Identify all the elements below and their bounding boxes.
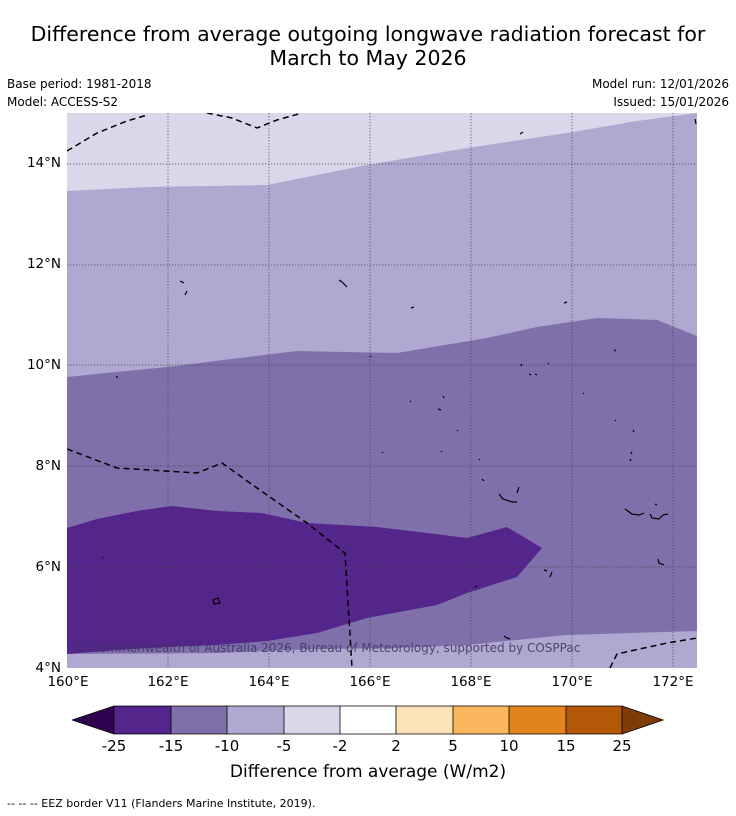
colorbar-tick-15: 15: [556, 737, 576, 755]
colorbar-tick-minus2: -2: [332, 737, 348, 755]
title-line-2: March to May 2026: [269, 46, 467, 70]
colorbar-tick-minus25: -25: [101, 737, 127, 755]
lat-label-6n: 6°N: [35, 559, 61, 575]
lon-label-168e: 168°E: [450, 674, 492, 690]
colorbar-tick-10: 10: [499, 737, 519, 755]
lon-label-164e: 164°E: [248, 674, 290, 690]
lon-label-166e: 166°E: [349, 674, 391, 690]
colorbar-swatch-2: [171, 706, 227, 734]
colorbar-tick-minus10: -10: [214, 737, 240, 755]
colorbar-swatch-4: [284, 706, 340, 734]
lat-label-4n: 4°N: [35, 660, 61, 676]
colorbar-tick-2: 2: [391, 737, 401, 755]
meta-left: Base period: 1981-2018 Model: ACCESS-S2: [7, 75, 152, 111]
title-line-1: Difference from average outgoing longwav…: [30, 22, 706, 46]
region-minus25-to-minus15: [67, 506, 542, 654]
colorbar-swatch-8: [509, 706, 566, 734]
colorbar-tick-minus15: -15: [158, 737, 184, 755]
lat-label-10n: 10°N: [26, 357, 61, 373]
lat-label-14n: 14°N: [26, 155, 61, 171]
chart-title: Difference from average outgoing longwav…: [0, 22, 736, 70]
colorbar-extend-low: [72, 706, 114, 734]
lat-label-8n: 8°N: [35, 458, 61, 474]
eez-footnote: -- -- -- EEZ border V11 (Flanders Marine…: [7, 797, 316, 810]
colorbar-swatch-1: [114, 706, 171, 734]
eez-border-southeast: [609, 637, 697, 668]
lon-label-172e: 172°E: [652, 674, 694, 690]
lat-label-12n: 12°N: [26, 256, 61, 272]
colorbar-tick-5: 5: [448, 737, 458, 755]
eez-borders: [67, 113, 697, 668]
map-area[interactable]: [67, 113, 697, 668]
colorbar-swatch-9: [566, 706, 622, 734]
colorbar-tick-minus5: -5: [276, 737, 292, 755]
eez-border-north: [67, 113, 303, 152]
colorbar-tick-25: 25: [612, 737, 632, 755]
lon-label-160e: 160°E: [47, 674, 89, 690]
colorbar: [70, 704, 665, 740]
colorbar-swatch-3: [227, 706, 284, 734]
lon-label-162e: 162°E: [147, 674, 189, 690]
colorbar-swatch-5: [340, 706, 396, 734]
colorbar-extend-high: [622, 706, 663, 734]
model-name: Model: ACCESS-S2: [7, 95, 119, 109]
eez-border-west: [67, 448, 353, 668]
colorbar-swatch-6: [396, 706, 453, 734]
issued-date: Issued: 15/01/2026: [613, 95, 729, 109]
grid-lines: [67, 113, 697, 668]
islands: [101, 118, 697, 640]
copyright-notice: © Commonwealth of Australia 2026, Bureau…: [75, 641, 581, 655]
lon-label-170e: 170°E: [551, 674, 593, 690]
base-period: Base period: 1981-2018: [7, 77, 152, 91]
colorbar-swatch-7: [453, 706, 509, 734]
meta-right: Model run: 12/01/2026 Issued: 15/01/2026: [592, 75, 729, 111]
colorbar-label: Difference from average (W/m2): [229, 762, 507, 782]
model-run: Model run: 12/01/2026: [591, 77, 729, 91]
